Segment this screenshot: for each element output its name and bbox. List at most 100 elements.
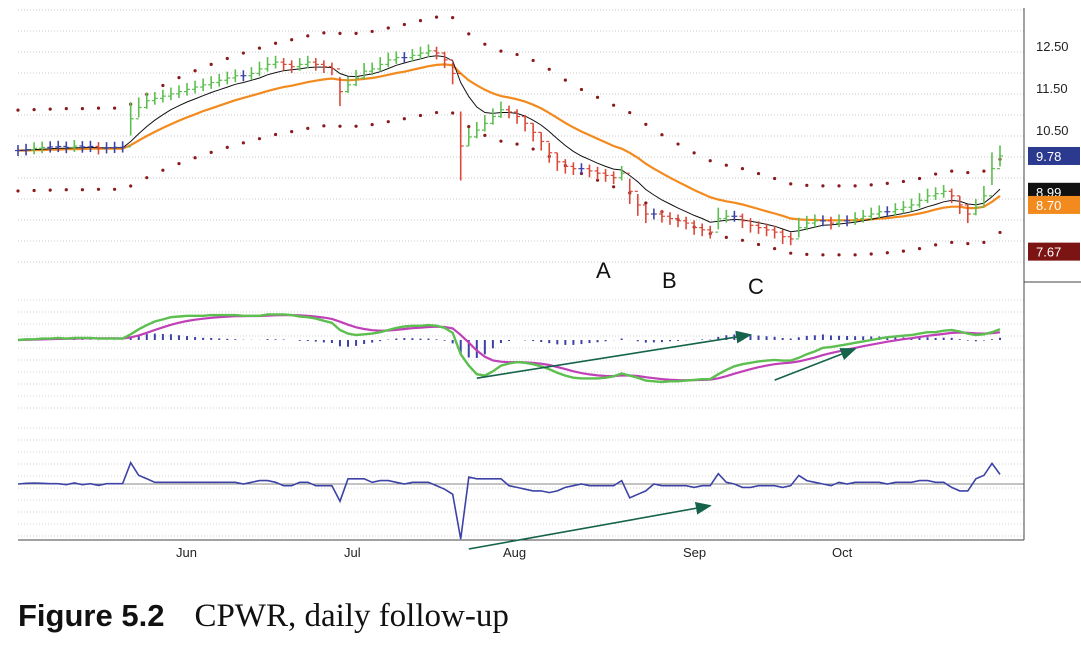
lower-envelope-dot — [531, 147, 535, 151]
x-tick-label: Sep — [683, 545, 706, 560]
price-tag-label: 8.70 — [1036, 198, 1061, 213]
upper-envelope-dot — [547, 67, 551, 71]
lower-envelope-dot — [306, 126, 310, 130]
lower-envelope-dot — [901, 249, 906, 253]
upper-envelope-dot — [901, 179, 906, 184]
lower-envelope-dot — [756, 242, 761, 247]
upper-envelope-dot — [563, 78, 567, 82]
upper-envelope-dot — [821, 184, 825, 188]
upper-envelope-dot — [805, 183, 809, 187]
figure-number: Figure 5.2 — [18, 598, 165, 633]
lower-envelope-dot — [885, 251, 889, 255]
lower-envelope-dot — [917, 247, 922, 251]
macd-signal-line — [17, 314, 1001, 382]
lower-envelope-dot — [96, 187, 101, 191]
upper-envelope-dot — [789, 182, 793, 186]
price-tags: 9.788.998.707.67 — [1028, 146, 1080, 261]
annotations: A B C — [468, 258, 857, 550]
upper-envelope-dot — [434, 15, 439, 19]
upper-envelope-dot — [354, 31, 358, 35]
lower-envelope-dot — [789, 251, 793, 255]
upper-envelope-dot — [982, 169, 986, 173]
force-index-pane — [17, 460, 1024, 540]
upper-envelope-dot — [48, 107, 52, 111]
force-index-line — [17, 460, 1001, 540]
upper-envelope-dot — [917, 176, 922, 181]
lower-envelope-dot — [322, 124, 326, 128]
upper-envelope-dot — [869, 183, 873, 187]
upper-envelope-dot — [595, 95, 600, 99]
upper-envelope-dot — [16, 108, 20, 112]
lower-envelope-dot — [869, 252, 873, 256]
x-tick-label: Jun — [176, 545, 197, 560]
lower-envelope-dot — [354, 124, 358, 128]
upper-envelope-dot — [612, 103, 616, 107]
upper-envelope-dot — [773, 176, 777, 181]
lower-envelope-dot — [998, 230, 1002, 235]
price-tick-label: 12.50 — [1036, 39, 1069, 54]
macd-divergence-arrow — [774, 348, 857, 381]
lower-envelope-dot — [434, 110, 439, 115]
lower-envelope-dot — [112, 187, 117, 191]
lower-envelope-dot — [418, 113, 423, 118]
lower-envelope-dot — [193, 156, 197, 160]
lower-envelope-dot — [177, 161, 181, 166]
price-tag — [1028, 242, 1080, 261]
lower-envelope-dot — [386, 120, 390, 124]
upper-envelope-dot — [322, 31, 326, 35]
lower-envelope-dot — [483, 133, 487, 137]
upper-envelope-dot — [193, 69, 197, 73]
upper-envelope-dot — [386, 26, 390, 30]
upper-envelope-dot — [225, 56, 229, 61]
lower-envelope-dot — [612, 185, 616, 189]
x-tick-label: Aug — [503, 545, 526, 560]
upper-envelope-dot — [241, 51, 245, 55]
lower-envelope-dot — [225, 145, 229, 149]
lower-envelope-dot — [499, 139, 503, 143]
macd-line — [17, 313, 1001, 384]
lower-envelope-dot — [129, 184, 133, 188]
upper-envelope-dot — [257, 46, 262, 50]
force-divergence-arrow — [468, 501, 712, 550]
upper-envelope-dot — [740, 167, 745, 171]
lower-envelope-dot — [740, 238, 745, 242]
upper-envelope-dot — [177, 76, 181, 80]
upper-envelope-dot — [451, 16, 455, 20]
upper-envelope-dot — [853, 184, 857, 188]
upper-envelope-dot — [692, 151, 696, 155]
chart-background — [0, 0, 1081, 580]
price-tag — [1028, 195, 1080, 214]
upper-envelope-dot — [934, 172, 938, 176]
upper-envelope-dot — [290, 38, 294, 42]
lower-envelope-dot — [209, 150, 213, 154]
upper-envelope-dot — [885, 181, 889, 186]
upper-envelope-dot — [628, 110, 632, 115]
upper-envelope-dot — [499, 49, 503, 53]
lower-envelope-dot — [241, 141, 245, 145]
upper-envelope-dot — [64, 107, 68, 111]
upper-envelope-dot — [966, 170, 970, 175]
price-tick-label: 11.50 — [1036, 81, 1068, 96]
annotation-c: C — [748, 274, 764, 299]
upper-envelope-dot — [676, 142, 680, 146]
upper-envelope-dot — [32, 108, 36, 112]
figure-title: CPWR, daily follow-up — [194, 598, 509, 634]
lower-envelope-dot — [773, 247, 777, 251]
upper-envelope-dot — [531, 58, 535, 63]
upper-envelope-dot — [467, 32, 471, 36]
lower-envelope-dot — [161, 168, 165, 172]
lower-envelope-dot — [934, 243, 938, 247]
annotation-a: A — [596, 258, 611, 283]
lower-envelope-dot — [290, 130, 294, 134]
lower-envelope-dot — [805, 252, 809, 257]
upper-envelope-dot — [660, 133, 664, 137]
lower-envelope-dot — [950, 240, 954, 244]
upper-envelope-dot — [209, 62, 213, 66]
figure-caption: Figure 5.2 CPWR, daily follow-up — [18, 598, 509, 635]
lower-envelope-dot — [80, 188, 84, 192]
macd-pane — [17, 313, 1001, 384]
lower-envelope-dot — [145, 176, 149, 180]
lower-envelope-dot — [724, 235, 728, 240]
upper-envelope-dot — [161, 83, 165, 88]
upper-envelope-dot — [708, 159, 712, 163]
